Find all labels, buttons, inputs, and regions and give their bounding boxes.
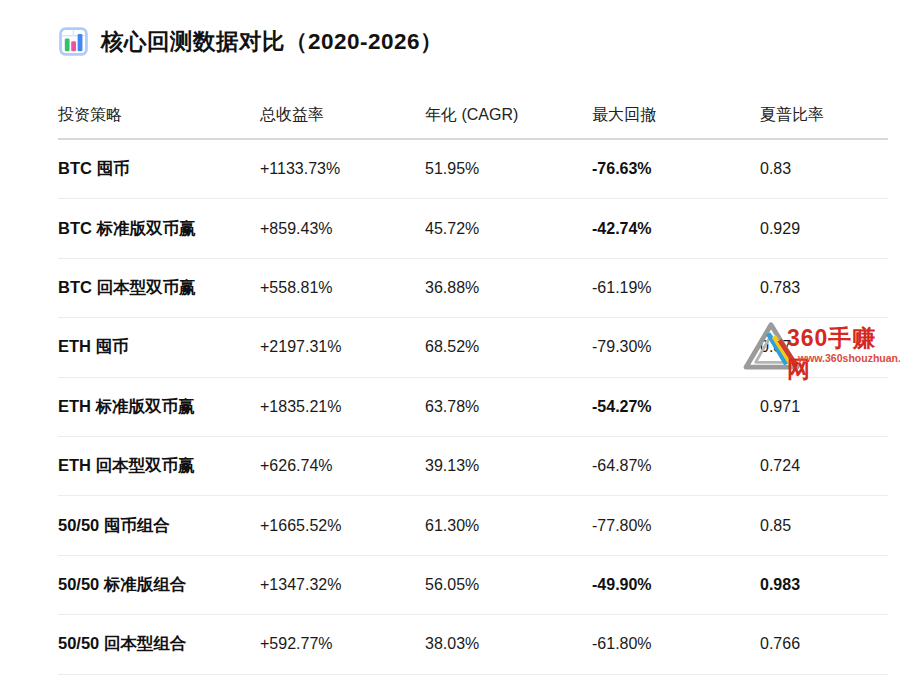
total-return-cell: +592.77% [260, 635, 425, 653]
table-row: BTC 标准版双币赢 +859.43% 45.72% -42.74% 0.929 [58, 199, 888, 258]
table-row: 50/50 标准版组合 +1347.32% 56.05% -49.90% 0.9… [58, 556, 888, 615]
max-drawdown-cell: -61.80% [592, 635, 760, 653]
table-row: ETH 回本型双币赢 +626.74% 39.13% -64.87% 0.724 [58, 437, 888, 496]
total-return-cell: +1835.21% [260, 398, 425, 416]
bar-chart-icon [59, 27, 88, 56]
strategy-cell: BTC 回本型双币赢 [58, 277, 260, 299]
sharpe-cell: 0.85 [760, 517, 888, 535]
cagr-cell: 68.52% [425, 338, 592, 356]
total-return-cell: +1133.73% [260, 160, 425, 178]
max-drawdown-cell: -79.30% [592, 338, 760, 356]
strategy-cell: BTC 囤币 [58, 158, 260, 180]
col-header-max-drawdown: 最大回撤 [592, 105, 760, 126]
strategy-cell: ETH 标准版双币赢 [58, 396, 260, 418]
col-header-strategy: 投资策略 [58, 105, 260, 126]
strategy-cell: BTC 标准版双币赢 [58, 218, 260, 240]
page-title: 核心回测数据对比（2020-2026） [101, 26, 443, 57]
backtest-table: 投资策略 总收益率 年化 (CAGR) 最大回撤 夏普比率 BTC 囤币 +11… [58, 93, 888, 675]
table-row: ETH 囤币 +2197.31% 68.52% -79.30% 0.87 [58, 318, 888, 377]
strategy-cell: ETH 囤币 [58, 336, 260, 358]
strategy-cell: 50/50 标准版组合 [58, 574, 260, 596]
table-row: BTC 囤币 +1133.73% 51.95% -76.63% 0.83 [58, 140, 888, 199]
max-drawdown-cell: -77.80% [592, 517, 760, 535]
cagr-cell: 38.03% [425, 635, 592, 653]
sharpe-cell: 0.766 [760, 635, 888, 653]
total-return-cell: +1347.32% [260, 576, 425, 594]
table-row: 50/50 回本型组合 +592.77% 38.03% -61.80% 0.76… [58, 615, 888, 674]
sharpe-cell: 0.783 [760, 279, 888, 297]
total-return-cell: +859.43% [260, 220, 425, 238]
total-return-cell: +2197.31% [260, 338, 425, 356]
col-header-cagr: 年化 (CAGR) [425, 105, 592, 126]
col-header-sharpe: 夏普比率 [760, 105, 888, 126]
sharpe-cell: 0.983 [760, 576, 888, 594]
sharpe-cell: 0.83 [760, 160, 888, 178]
max-drawdown-cell: -76.63% [592, 160, 760, 178]
table-row: ETH 标准版双币赢 +1835.21% 63.78% -54.27% 0.97… [58, 378, 888, 437]
strategy-cell: 50/50 回本型组合 [58, 633, 260, 655]
table-row: BTC 回本型双币赢 +558.81% 36.88% -61.19% 0.783 [58, 259, 888, 318]
max-drawdown-cell: -54.27% [592, 398, 760, 416]
table-row: 50/50 囤币组合 +1665.52% 61.30% -77.80% 0.85 [58, 496, 888, 555]
max-drawdown-cell: -64.87% [592, 457, 760, 475]
cagr-cell: 63.78% [425, 398, 592, 416]
sharpe-cell: 0.87 [760, 338, 888, 356]
sharpe-cell: 0.971 [760, 398, 888, 416]
total-return-cell: +1665.52% [260, 517, 425, 535]
page-header: 核心回测数据对比（2020-2026） [0, 0, 900, 57]
table-header-row: 投资策略 总收益率 年化 (CAGR) 最大回撤 夏普比率 [58, 93, 888, 140]
max-drawdown-cell: -42.74% [592, 220, 760, 238]
cagr-cell: 61.30% [425, 517, 592, 535]
total-return-cell: +558.81% [260, 279, 425, 297]
max-drawdown-cell: -61.19% [592, 279, 760, 297]
total-return-cell: +626.74% [260, 457, 425, 475]
sharpe-cell: 0.724 [760, 457, 888, 475]
cagr-cell: 45.72% [425, 220, 592, 238]
max-drawdown-cell: -49.90% [592, 576, 760, 594]
cagr-cell: 56.05% [425, 576, 592, 594]
sharpe-cell: 0.929 [760, 220, 888, 238]
cagr-cell: 39.13% [425, 457, 592, 475]
strategy-cell: 50/50 囤币组合 [58, 515, 260, 537]
strategy-cell: ETH 回本型双币赢 [58, 455, 260, 477]
cagr-cell: 51.95% [425, 160, 592, 178]
cagr-cell: 36.88% [425, 279, 592, 297]
col-header-total-return: 总收益率 [260, 105, 425, 126]
